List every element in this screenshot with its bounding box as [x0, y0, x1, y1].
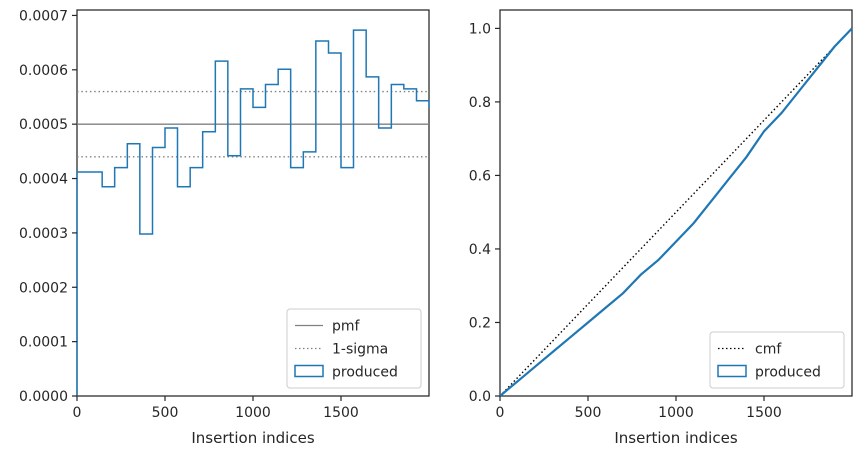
left-y-tick-label: 0.0003 — [19, 226, 68, 242]
left-y-tick-label: 0.0006 — [19, 63, 68, 79]
produced-histogram-step — [76, 29, 430, 396]
left-y-tick-label: 0.0004 — [19, 172, 68, 188]
left-legend-label: pmf — [332, 319, 361, 335]
left-legend-swatch — [294, 364, 324, 378]
left-legend-label: 1-sigma — [332, 342, 388, 358]
right-x-tick-label: 1500 — [746, 405, 782, 421]
right-x-tick-label: 0 — [496, 405, 505, 421]
left-legend-box — [286, 308, 422, 389]
left-x-tick-label: 0 — [73, 405, 82, 421]
right-y-tick-label: 0.0 — [469, 389, 491, 405]
left-legend: pmf 1-sigma produced — [286, 308, 422, 389]
right-legend-box — [709, 331, 845, 389]
right-y-tick-label: 0.8 — [469, 95, 491, 111]
left-x-axis-label: Insertion indices — [191, 429, 314, 447]
right-y-tick-label: 0.4 — [469, 242, 491, 258]
cmf-line — [499, 27, 853, 397]
left-histogram-panel: 0 500 1000 1500 0.0000 0.0001 0.0002 0.0003 0.0… — [19, 8, 430, 447]
left-y-tick-label: 0.0007 — [19, 8, 68, 24]
left-x-tick-label: 1500 — [323, 405, 359, 421]
right-x-axis-label: Insertion indices — [614, 429, 737, 447]
right-y-tick-label: 1.0 — [469, 21, 491, 37]
right-legend: cmf produced — [709, 331, 845, 389]
left-x-tick-label: 500 — [152, 405, 179, 421]
right-x-tick-label: 1000 — [658, 405, 694, 421]
left-y-tick-label: 0.0000 — [19, 389, 68, 405]
right-y-tick-label: 0.2 — [469, 315, 491, 331]
right-cumulative-panel: 0 500 1000 1500 0.0 0.2 0.4 0.6 0.8 1.0 Insertio… — [469, 9, 853, 447]
left-y-tick-label: 0.0001 — [19, 335, 68, 351]
left-legend-label: produced — [332, 365, 398, 381]
right-legend-label: produced — [755, 365, 821, 381]
left-y-tick-label: 0.0005 — [19, 117, 68, 133]
left-x-tick-label: 1000 — [235, 405, 271, 421]
right-y-tick-label: 0.6 — [469, 168, 491, 184]
right-legend-swatch — [717, 364, 747, 378]
right-legend-label: cmf — [755, 342, 782, 358]
right-x-tick-label: 500 — [575, 405, 602, 421]
left-y-tick-label: 0.0002 — [19, 280, 68, 296]
produced-line — [499, 27, 853, 397]
